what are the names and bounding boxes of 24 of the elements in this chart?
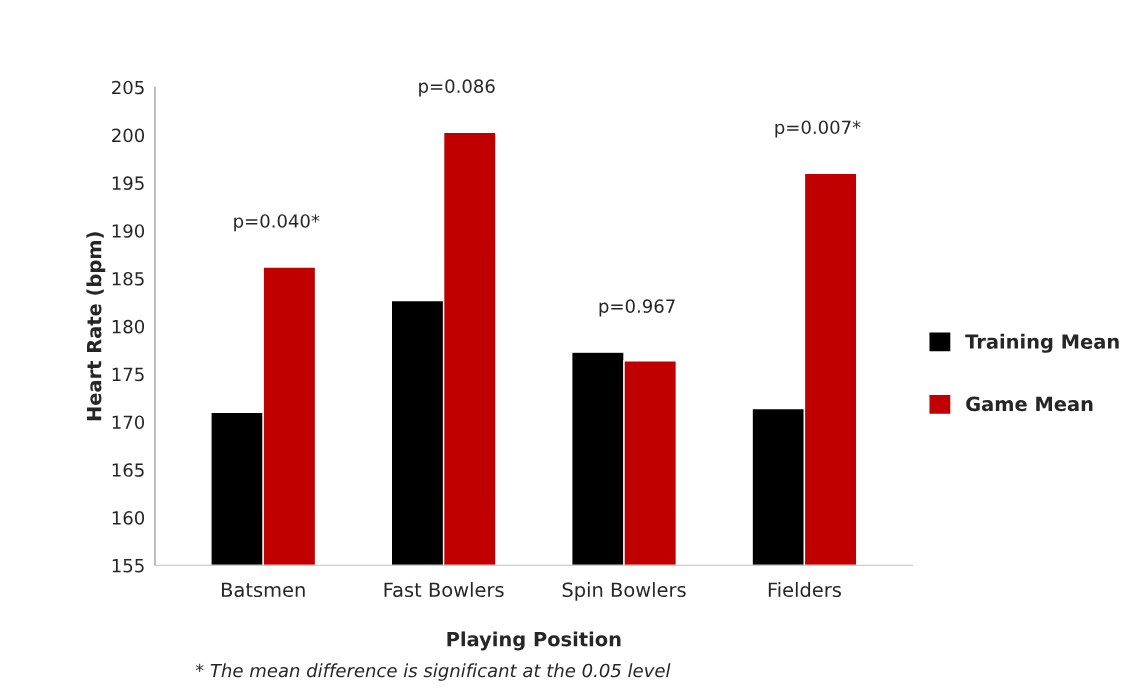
y-tick-label: 175 [112, 367, 144, 382]
legend-label: Training Mean [965, 333, 1119, 353]
y-tick-label: 190 [112, 224, 145, 238]
y-tick-label: 160 [112, 511, 145, 525]
annotation: p=0.086 [419, 79, 495, 97]
y-tick-label: 155 [112, 559, 144, 573]
annotation: p=0.967 [599, 299, 675, 317]
y-tick-label: 200 [112, 128, 145, 143]
x-tick-label: Fielders [768, 582, 841, 598]
x-tick-label: Spin Bowlers [562, 582, 686, 601]
y-tick-label: 165 [112, 463, 144, 477]
y-tick-label: 195 [112, 176, 144, 190]
y-axis-title: Heart Rate (bpm) [86, 232, 106, 421]
legend-label: Game Mean [966, 396, 1093, 412]
y-tick-label: 170 [112, 415, 145, 430]
y-tick-label: 185 [112, 271, 144, 286]
y-tick-label: 180 [112, 319, 145, 334]
x-tick-label: Batsmen [222, 582, 305, 598]
y-tick-label: 205 [112, 80, 144, 95]
text: * The mean difference is significant at the 0.05 level [195, 663, 671, 681]
x-axis-title: Playing Position [447, 631, 621, 651]
annotation: p=0.007* [775, 120, 861, 138]
x-tick-label: Fast Bowlers [384, 582, 504, 598]
annotation: p=0.040* [234, 214, 320, 232]
